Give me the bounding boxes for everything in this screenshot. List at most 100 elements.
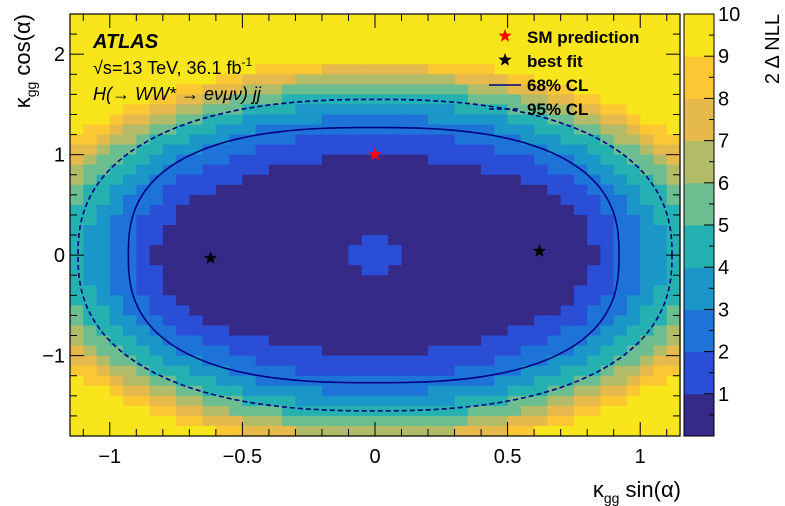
heatmap-cell bbox=[613, 24, 628, 35]
y-tick-label: 0 bbox=[54, 245, 65, 267]
heatmap-cell bbox=[96, 124, 111, 136]
heatmap-cell bbox=[308, 134, 323, 146]
heatmap-cell bbox=[547, 295, 562, 306]
heatmap-cell bbox=[560, 325, 575, 337]
heatmap-cell bbox=[268, 355, 283, 367]
heatmap-cell bbox=[348, 325, 363, 337]
heatmap-cell bbox=[613, 395, 628, 407]
heatmap-cell bbox=[109, 325, 124, 337]
colorbar-tick-label: 2 bbox=[718, 342, 729, 364]
heatmap-cell bbox=[587, 154, 602, 166]
heatmap-cell bbox=[467, 184, 482, 196]
heatmap-cell bbox=[176, 365, 190, 377]
heatmap-cell bbox=[666, 54, 681, 65]
heatmap-cell bbox=[613, 114, 628, 126]
heatmap-cell bbox=[149, 335, 164, 347]
heatmap-cell bbox=[587, 94, 602, 106]
heatmap-cell bbox=[441, 275, 456, 286]
heatmap-cell bbox=[560, 84, 575, 95]
heatmap-cell bbox=[268, 305, 283, 317]
heatmap-cell bbox=[70, 265, 84, 276]
heatmap-cell bbox=[534, 225, 548, 236]
heatmap-cell bbox=[282, 375, 297, 387]
heatmap-cell bbox=[600, 94, 615, 106]
heatmap-cell bbox=[321, 305, 336, 317]
heatmap-cell bbox=[255, 24, 270, 35]
heatmap-cell bbox=[83, 275, 98, 286]
heatmap-cell bbox=[255, 245, 270, 256]
heatmap-cell bbox=[282, 124, 297, 136]
heatmap-cell bbox=[401, 184, 416, 196]
heatmap-cell bbox=[388, 74, 403, 85]
heatmap-cell bbox=[282, 335, 297, 347]
heatmap-cell bbox=[547, 214, 562, 226]
heatmap-cell bbox=[162, 335, 177, 347]
heatmap-cell bbox=[176, 164, 190, 176]
heatmap-cell bbox=[321, 405, 336, 417]
heatmap-cell bbox=[348, 34, 363, 45]
heatmap-cell bbox=[162, 345, 177, 357]
heatmap-cell bbox=[109, 84, 124, 95]
heatmap-cell bbox=[666, 405, 681, 417]
heatmap-cell bbox=[242, 325, 257, 337]
heatmap-cell bbox=[268, 385, 283, 397]
heatmap-cell bbox=[83, 164, 98, 176]
heatmap-cell bbox=[109, 44, 124, 55]
heatmap-cell bbox=[268, 204, 283, 216]
heatmap-cell bbox=[348, 24, 363, 35]
heatmap-cell bbox=[70, 375, 84, 387]
heatmap-cell bbox=[507, 34, 522, 45]
heatmap-cell bbox=[494, 134, 509, 146]
heatmap-cell bbox=[573, 134, 588, 146]
heatmap-cell bbox=[176, 305, 190, 317]
heatmap-cell bbox=[454, 315, 469, 327]
heatmap-cell bbox=[162, 144, 177, 156]
heatmap-cell bbox=[560, 315, 575, 327]
heatmap-cell bbox=[494, 194, 509, 206]
heatmap-cell bbox=[600, 174, 615, 186]
heatmap-cell bbox=[361, 144, 376, 156]
heatmap-cell bbox=[162, 94, 177, 106]
heatmap-cell bbox=[202, 134, 217, 146]
heatmap-cell bbox=[494, 164, 509, 176]
heatmap-cell bbox=[268, 265, 283, 276]
heatmap-cell bbox=[428, 54, 442, 65]
heatmap-cell bbox=[321, 425, 336, 437]
heatmap-cell bbox=[640, 425, 655, 437]
heatmap-cell bbox=[268, 154, 283, 166]
heatmap-cell bbox=[547, 174, 562, 186]
heatmap-cell bbox=[613, 275, 628, 286]
heatmap-cell bbox=[361, 154, 376, 166]
heatmap-cell bbox=[428, 275, 442, 286]
heatmap-cell bbox=[640, 114, 655, 126]
heatmap-cell bbox=[189, 415, 204, 427]
heatmap-cell bbox=[414, 144, 429, 156]
heatmap-cell bbox=[96, 44, 111, 55]
heatmap-cell bbox=[454, 345, 469, 357]
heatmap-cell bbox=[587, 355, 602, 367]
heatmap-cell bbox=[600, 144, 615, 156]
heatmap-cell bbox=[626, 345, 641, 357]
heatmap-cell bbox=[441, 335, 456, 347]
heatmap-cell bbox=[162, 235, 177, 246]
heatmap-cell bbox=[547, 285, 562, 296]
heatmap-cell bbox=[494, 405, 509, 417]
heatmap-cell bbox=[507, 395, 522, 407]
heatmap-cell bbox=[361, 415, 376, 427]
heatmap-cell bbox=[202, 114, 217, 126]
heatmap-cell bbox=[149, 84, 164, 95]
y-tick-label: 1 bbox=[54, 145, 65, 167]
heatmap-cell bbox=[626, 104, 641, 116]
heatmap-cell bbox=[70, 104, 84, 116]
heatmap-cell bbox=[613, 44, 628, 55]
heatmap-cell bbox=[600, 24, 615, 35]
heatmap-cell bbox=[666, 385, 681, 397]
legend-label: 68% CL bbox=[527, 76, 588, 95]
heatmap-cell bbox=[653, 365, 668, 377]
heatmap-cell bbox=[467, 204, 482, 216]
heatmap-cell bbox=[600, 395, 615, 407]
heatmap-cell bbox=[666, 395, 681, 407]
heatmap-cell bbox=[176, 24, 190, 35]
heatmap-cell bbox=[613, 245, 628, 256]
heatmap-cell bbox=[361, 295, 376, 306]
